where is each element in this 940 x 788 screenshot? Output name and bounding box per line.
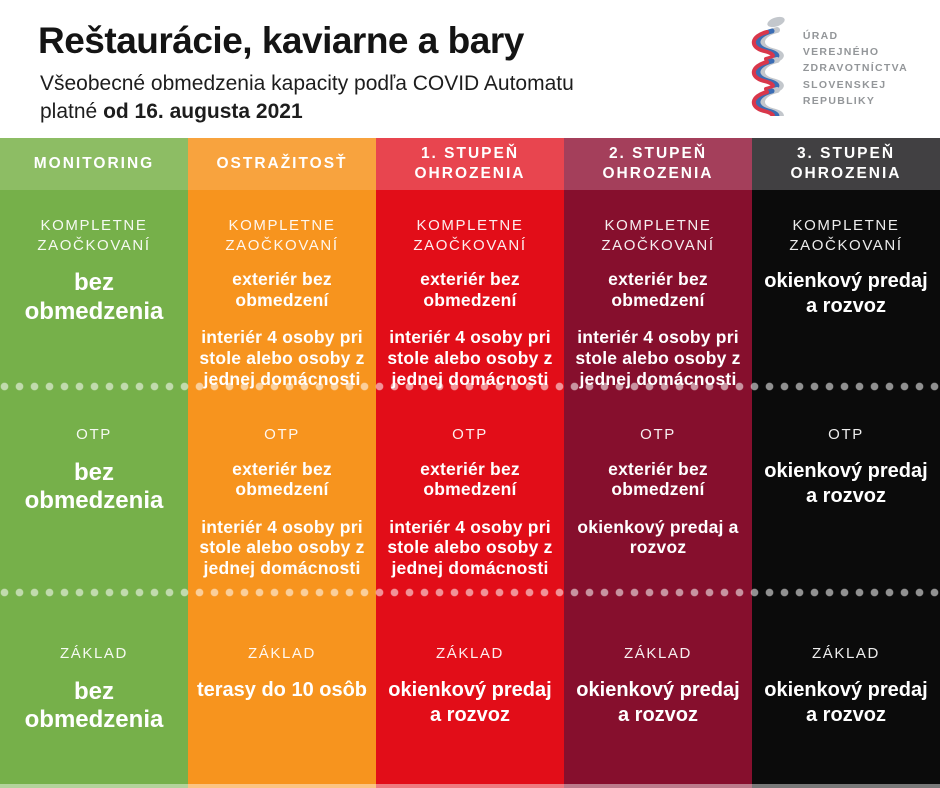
column-monitoring: KOMPLETNE ZAOČKOVANÍ bez obmedzenia OTP bez… bbox=[0, 190, 188, 788]
column-header-stupen-3: 3. STUPEŇ OHROZENIA bbox=[752, 138, 940, 190]
cell-zaklad-monitoring: ZÁKLAD bez obmedzenia bbox=[0, 594, 188, 788]
subtitle-effective-date: od 16. augusta 2021 bbox=[103, 99, 303, 123]
cell-text: interiér 4 osoby pri stole alebo osoby z… bbox=[199, 327, 365, 389]
cell-text: exteriér bez obmedzení bbox=[232, 458, 332, 500]
cell-label: OTP bbox=[828, 426, 864, 443]
cell-kompletne-zaockovani-stupen-1: KOMPLETNE ZAOČKOVANÍ exteriér bez obmedze… bbox=[376, 190, 564, 389]
cell-label: KOMPLETNE ZAOČKOVANÍ bbox=[413, 217, 527, 254]
page-title: Reštaurácie, kaviarne a bary bbox=[38, 20, 524, 61]
logo-text-line: SLOVENSKEJ bbox=[802, 78, 887, 91]
logo-text-line: VEREJNÉHO bbox=[802, 46, 880, 59]
table-body: KOMPLETNE ZAOČKOVANÍ bez obmedzenia OTP bez… bbox=[0, 190, 940, 788]
cell-text: exteriér bez obmedzení bbox=[608, 269, 708, 310]
cell-label: ZÁKLAD bbox=[248, 645, 316, 662]
cell-zaklad-stupen-1: ZÁKLAD okienkový predaj a rozvoz bbox=[376, 594, 564, 788]
cell-otp-stupen-2: OTP exteriér bez obmedzení okienkový preda… bbox=[564, 389, 752, 594]
cell-text: okienkový predaj a rozvoz bbox=[764, 270, 928, 317]
cell-text: exteriér bez obmedzení bbox=[420, 458, 520, 500]
cell-kompletne-zaockovani-ostrazitost: KOMPLETNE ZAOČKOVANÍ exteriér bez obmedze… bbox=[188, 190, 376, 389]
column-stupen-3: KOMPLETNE ZAOČKOVANÍ okienkový predaj a r… bbox=[752, 190, 940, 788]
cell-text: terasy do 10 osôb bbox=[196, 678, 368, 701]
logo-text-line: ZDRAVOTNÍCTVA bbox=[802, 62, 908, 75]
cell-label: KOMPLETNE ZAOČKOVANÍ bbox=[601, 217, 715, 254]
cell-label: OTP bbox=[640, 426, 676, 443]
cell-otp-monitoring: OTP bez obmedzenia bbox=[0, 389, 188, 594]
snake-ribbon-icon bbox=[745, 16, 791, 123]
cell-label: OTP bbox=[264, 426, 300, 443]
header-section: Reštaurácie, kaviarne a bary Všeobecné o… bbox=[0, 0, 940, 138]
page-subtitle: Všeobecné obmedzenia kapacity podľa COVI… bbox=[40, 70, 574, 125]
cell-label: OTP bbox=[76, 426, 112, 443]
column-header-stupen-1: 1. STUPEŇ OHROZENIA bbox=[376, 138, 564, 190]
cell-label: KOMPLETNE ZAOČKOVANÍ bbox=[225, 217, 339, 254]
logo-text-line: REPUBLIKY bbox=[802, 94, 876, 107]
cell-label: KOMPLETNE ZAOČKOVANÍ bbox=[789, 217, 903, 254]
cell-text: exteriér bez obmedzení bbox=[608, 458, 708, 500]
column-stupen-2: KOMPLETNE ZAOČKOVANÍ exteriér bez obmedze… bbox=[564, 190, 752, 788]
cell-kompletne-zaockovani-stupen-2: KOMPLETNE ZAOČKOVANÍ exteriér bez obmedze… bbox=[564, 190, 752, 389]
cell-zaklad-stupen-2: ZÁKLAD okienkový predaj a rozvoz bbox=[564, 594, 752, 788]
cell-label: KOMPLETNE ZAOČKOVANÍ bbox=[37, 217, 151, 254]
cell-text: exteriér bez obmedzení bbox=[232, 269, 332, 310]
cell-otp-stupen-3: OTP okienkový predaj a rozvoz bbox=[752, 389, 940, 594]
cell-otp-ostrazitost: OTP exteriér bez obmedzení interiér 4 osob… bbox=[188, 389, 376, 594]
cell-otp-stupen-1: OTP exteriér bez obmedzení interiér 4 osob… bbox=[376, 389, 564, 594]
logo-text-line: ÚRAD bbox=[802, 29, 839, 42]
subtitle-line2: platné bbox=[40, 99, 104, 123]
cell-text: okienkový predaj a rozvoz bbox=[764, 459, 928, 507]
column-ostrazitost: KOMPLETNE ZAOČKOVANÍ exteriér bez obmedze… bbox=[188, 190, 376, 788]
table-header-row: MONITORING OSTRAŽITOSŤ 1. STUPEŇ OHROZENIA… bbox=[0, 138, 940, 190]
cell-label: ZÁKLAD bbox=[436, 645, 504, 662]
cell-label: ZÁKLAD bbox=[60, 645, 128, 662]
cell-text: okienkový predaj a rozvoz bbox=[577, 516, 739, 558]
cell-kompletne-zaockovani-monitoring: KOMPLETNE ZAOČKOVANÍ bez obmedzenia bbox=[0, 190, 188, 389]
cell-zaklad-stupen-3: ZÁKLAD okienkový predaj a rozvoz bbox=[752, 594, 940, 788]
cell-text: interiér 4 osoby pri stole alebo osoby z… bbox=[199, 516, 365, 579]
column-header-monitoring: MONITORING bbox=[0, 138, 188, 190]
cell-label: ZÁKLAD bbox=[812, 645, 880, 662]
subtitle-line1: Všeobecné obmedzenia kapacity podľa COVI… bbox=[40, 72, 574, 95]
cell-zaklad-ostrazitost: ZÁKLAD terasy do 10 osôb bbox=[188, 594, 376, 788]
logo-text: ÚRAD VEREJNÉHO ZDRAVOTNÍCTVA SLOVENSKEJ … bbox=[803, 28, 908, 109]
cell-text: okienkový predaj a rozvoz bbox=[764, 678, 928, 726]
cell-text: interiér 4 osoby pri stole alebo osoby z… bbox=[575, 327, 741, 389]
cell-text: exteriér bez obmedzení bbox=[420, 269, 520, 310]
cell-text: bez obmedzenia bbox=[24, 269, 164, 325]
cell-label: OTP bbox=[452, 426, 488, 443]
uvz-logo: ÚRAD VEREJNÉHO ZDRAVOTNÍCTVA SLOVENSKEJ … bbox=[745, 16, 908, 123]
covid-automat-table: MONITORING OSTRAŽITOSŤ 1. STUPEŇ OHROZENIA… bbox=[0, 138, 940, 788]
cell-text: okienkový predaj a rozvoz bbox=[388, 678, 552, 726]
column-stupen-1: KOMPLETNE ZAOČKOVANÍ exteriér bez obmedze… bbox=[376, 190, 564, 788]
cell-label: ZÁKLAD bbox=[624, 645, 692, 662]
cell-text: interiér 4 osoby pri stole alebo osoby z… bbox=[387, 327, 553, 389]
cell-text: interiér 4 osoby pri stole alebo osoby z… bbox=[387, 516, 553, 579]
cell-kompletne-zaockovani-stupen-3: KOMPLETNE ZAOČKOVANÍ okienkový predaj a r… bbox=[752, 190, 940, 389]
column-header-stupen-2: 2. STUPEŇ OHROZENIA bbox=[564, 138, 752, 190]
cell-text: okienkový predaj a rozvoz bbox=[576, 678, 740, 726]
column-header-ostrazitost: OSTRAŽITOSŤ bbox=[188, 138, 376, 190]
cell-text: bez obmedzenia bbox=[24, 677, 164, 734]
cell-text: bez obmedzenia bbox=[24, 458, 164, 515]
